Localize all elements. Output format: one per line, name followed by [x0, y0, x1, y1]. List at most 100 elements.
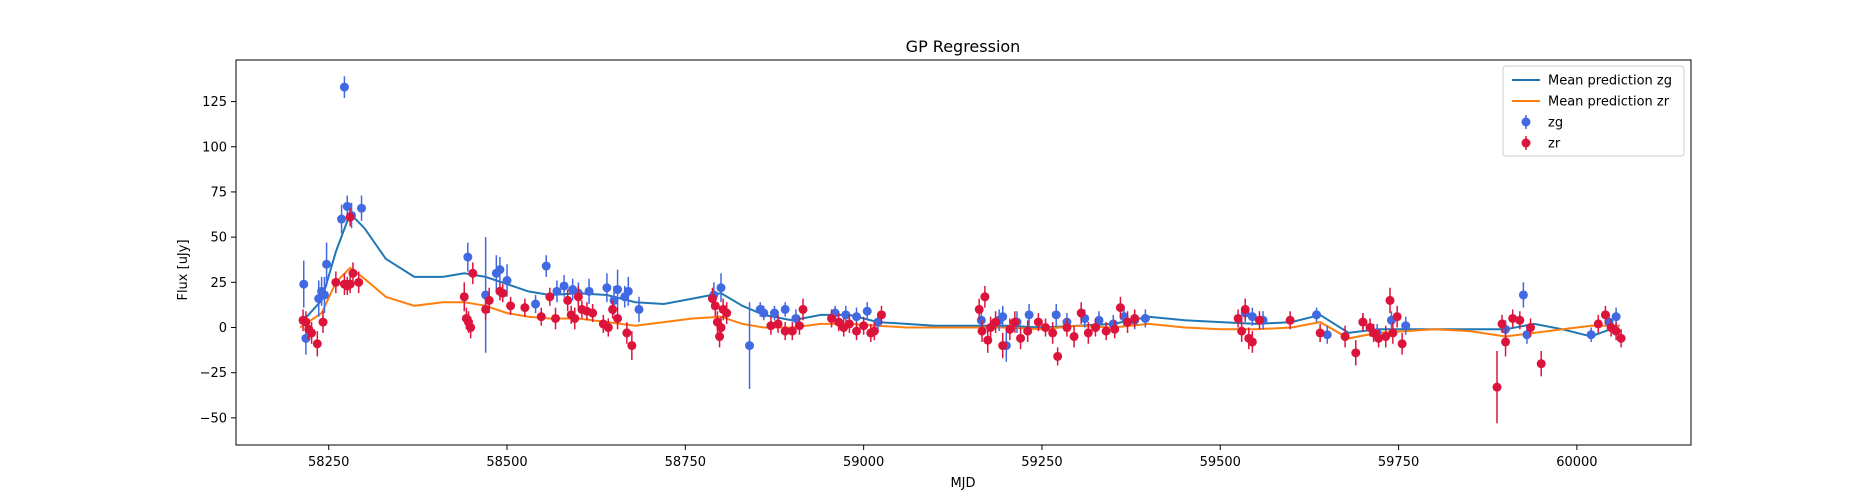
- scatter-series-zr: [298, 208, 1626, 424]
- data-point-zr: [551, 313, 561, 323]
- y-tick-label: −25: [200, 366, 227, 381]
- data-point-zg: [1322, 330, 1332, 340]
- data-point-zr: [1053, 351, 1063, 361]
- data-point-zg: [998, 312, 1008, 322]
- legend-label: zr: [1548, 137, 1561, 152]
- data-point-zr: [998, 341, 1008, 351]
- data-point-zg: [609, 295, 619, 305]
- data-point-zr: [1397, 339, 1407, 349]
- data-point-zr: [980, 292, 990, 302]
- data-point-zr: [1090, 323, 1100, 333]
- data-point-zg: [873, 317, 883, 327]
- data-point-zr: [318, 317, 328, 327]
- data-point-zr: [588, 308, 598, 318]
- legend-mean-zg: Mean prediction zg: [1512, 74, 1672, 89]
- data-point-zr: [603, 323, 613, 333]
- data-point-zr: [722, 308, 732, 318]
- y-tick-label: 0: [219, 321, 227, 336]
- data-point-zr: [1110, 324, 1120, 334]
- data-point-zr: [1062, 323, 1072, 333]
- data-point-zg: [852, 312, 862, 322]
- data-point-zg: [1518, 290, 1528, 300]
- data-point-zr: [1115, 303, 1125, 313]
- data-point-zg: [780, 304, 790, 314]
- data-point-zg: [552, 286, 562, 296]
- data-point-zg: [502, 276, 512, 286]
- data-point-zr: [1616, 333, 1626, 343]
- data-point-zr: [1536, 359, 1546, 369]
- y-tick-label: 75: [210, 185, 227, 200]
- data-point-zg: [841, 310, 851, 320]
- data-point-zr: [780, 326, 790, 336]
- data-point-zr: [715, 332, 725, 342]
- data-point-zr: [876, 310, 886, 320]
- data-point-zr: [1600, 310, 1610, 320]
- data-point-zr: [331, 277, 341, 287]
- data-point-zr: [991, 317, 1001, 327]
- data-point-zg: [1140, 313, 1150, 323]
- data-point-zr: [468, 268, 478, 278]
- data-point-zr: [1237, 326, 1247, 336]
- data-point-zg: [337, 214, 347, 224]
- plot-layer: [298, 76, 1626, 424]
- data-point-zr: [827, 313, 837, 323]
- legend-zg: zg: [1521, 115, 1563, 131]
- data-point-zr: [1123, 317, 1133, 327]
- data-point-zr: [794, 321, 804, 331]
- data-point-zr: [1076, 308, 1086, 318]
- x-tick-label: 58750: [665, 455, 706, 470]
- data-point-zr: [1048, 328, 1058, 338]
- data-point-zg: [1051, 310, 1061, 320]
- y-tick-label: 125: [202, 95, 227, 110]
- x-axis-label: MJD: [950, 476, 975, 491]
- data-point-zg: [584, 286, 594, 296]
- data-point-zr: [1388, 328, 1398, 338]
- data-point-zr: [1526, 323, 1536, 333]
- data-point-zr: [1351, 348, 1361, 358]
- data-point-zg: [769, 308, 779, 318]
- legend-label: Mean prediction zr: [1548, 95, 1670, 110]
- chart-title: GP Regression: [906, 37, 1021, 56]
- data-point-zg: [357, 203, 367, 213]
- data-point-zr: [1392, 312, 1402, 322]
- y-tick-label: −50: [200, 411, 227, 426]
- data-point-zr: [1010, 317, 1020, 327]
- data-point-zr: [622, 328, 632, 338]
- plot-frame: [235, 59, 1692, 446]
- data-point-zr: [481, 304, 491, 314]
- data-point-zg: [1611, 312, 1621, 322]
- data-point-zr: [506, 301, 516, 311]
- data-point-zg: [299, 279, 309, 289]
- data-point-zr: [1515, 315, 1525, 325]
- x-tick-label: 60000: [1556, 455, 1597, 470]
- data-point-zr: [1069, 332, 1079, 342]
- data-point-zr: [798, 304, 808, 314]
- data-point-zr: [1497, 319, 1507, 329]
- data-point-zg: [322, 259, 332, 269]
- legend-mean-zr: Mean prediction zr: [1512, 95, 1670, 110]
- data-point-zr: [520, 303, 530, 313]
- data-point-zr: [1016, 333, 1026, 343]
- data-point-zr: [773, 319, 783, 329]
- data-point-zg: [1094, 315, 1104, 325]
- data-point-zr: [1247, 337, 1257, 347]
- data-point-zg: [541, 261, 551, 271]
- legend-point-swatch: [1521, 117, 1531, 127]
- data-point-zr: [573, 292, 583, 302]
- data-point-zr: [608, 304, 618, 314]
- data-point-zg: [862, 306, 872, 316]
- legend-label: Mean prediction zg: [1548, 74, 1672, 89]
- data-point-zg: [463, 252, 473, 262]
- data-point-zr: [1381, 332, 1391, 342]
- data-point-zr: [787, 326, 797, 336]
- data-point-zg: [1586, 330, 1596, 340]
- data-point-zr: [1023, 326, 1033, 336]
- y-tick-label: 25: [210, 276, 227, 291]
- data-point-zr: [1233, 313, 1243, 323]
- data-point-zr: [1508, 313, 1518, 323]
- x-tick-label: 59500: [1200, 455, 1241, 470]
- data-point-zr: [716, 323, 726, 333]
- data-point-zr: [484, 295, 494, 305]
- data-point-zr: [1385, 295, 1395, 305]
